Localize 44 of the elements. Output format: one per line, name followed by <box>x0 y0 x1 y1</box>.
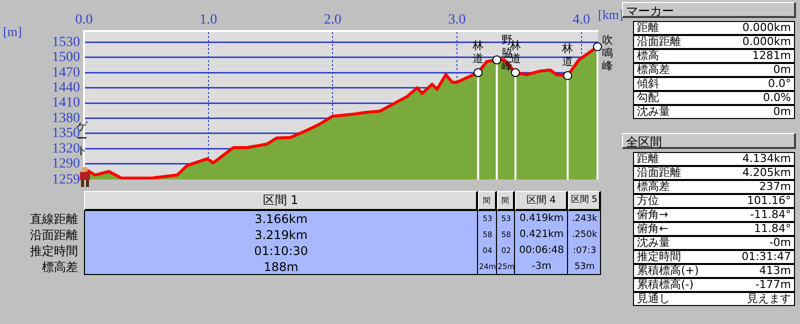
text: 推定時間 01:31:47 <box>637 250 791 263</box>
x-tick-label: 0.0 <box>75 12 93 28</box>
y-tick-label: 1320 <box>52 141 80 156</box>
text: 累積標高(+) 413m <box>637 264 791 277</box>
text: 沈み量 0m <box>637 105 791 118</box>
text: 標高 1281m <box>637 49 791 62</box>
text: 標高差 <box>41 259 78 275</box>
y-axis-title: [m] <box>3 24 22 40</box>
text: 区間 5 .243k .250k :07:3 53m <box>570 194 598 274</box>
text: 推定時間 <box>29 243 78 259</box>
x-tick-label: 1.0 <box>200 12 218 28</box>
y-tick-label: 1380 <box>52 110 80 126</box>
text: 俯角← 11.84° <box>637 222 791 235</box>
y-tick-label: 1259 <box>52 172 80 188</box>
text: 沿面距離 4.205km <box>637 166 791 179</box>
text: 標高差 237m <box>637 180 791 193</box>
text: 距離 0.000km <box>637 21 791 34</box>
text: 方位 101.16° <box>637 194 791 207</box>
y-tick-label: 1290 <box>52 156 80 172</box>
text: 区間 4 0.419km 0.421km 00:06:48 -3m <box>518 194 565 274</box>
text: マーカー <box>622 2 796 18</box>
ref-line-label: 林道 <box>561 42 574 68</box>
y-tick-label: 1500 <box>52 50 80 66</box>
text: 沿面距離 0.000km <box>637 35 791 48</box>
text: 全区間 <box>622 133 796 149</box>
text: 直線距離 <box>29 211 78 227</box>
y-tick-label: 1530 <box>52 34 80 50</box>
y-tick-label: 1410 <box>52 96 80 111</box>
text: 距離 4.134km <box>637 152 791 165</box>
x-tick-label: 4.0 <box>572 12 590 28</box>
text: 累積標高(-) -177m <box>637 278 791 291</box>
x-tick-label: 3.0 <box>448 12 466 28</box>
y-tick-label: 1440 <box>52 80 80 96</box>
text: 勾配 0.0% <box>637 91 791 104</box>
text: 沿面距離 <box>29 227 78 243</box>
x-tick-label: 2.0 <box>324 12 342 28</box>
text: 区間 1 3.166km 3.219km 01:10:30 188m <box>253 192 310 275</box>
text: 俯角→ -11.84° <box>637 208 791 221</box>
text: 標高差 0m <box>637 63 791 76</box>
text: 沈み量 -0m <box>637 236 791 249</box>
y-tick-label: 1470 <box>52 65 80 80</box>
text: 見通し 見えます <box>637 292 791 305</box>
text: 傾斜 0.0° <box>637 77 791 90</box>
ref-line-label: 吹鳴峰 <box>602 33 614 72</box>
